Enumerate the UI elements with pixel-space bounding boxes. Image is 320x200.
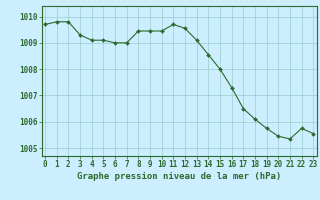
X-axis label: Graphe pression niveau de la mer (hPa): Graphe pression niveau de la mer (hPa) xyxy=(77,172,281,181)
